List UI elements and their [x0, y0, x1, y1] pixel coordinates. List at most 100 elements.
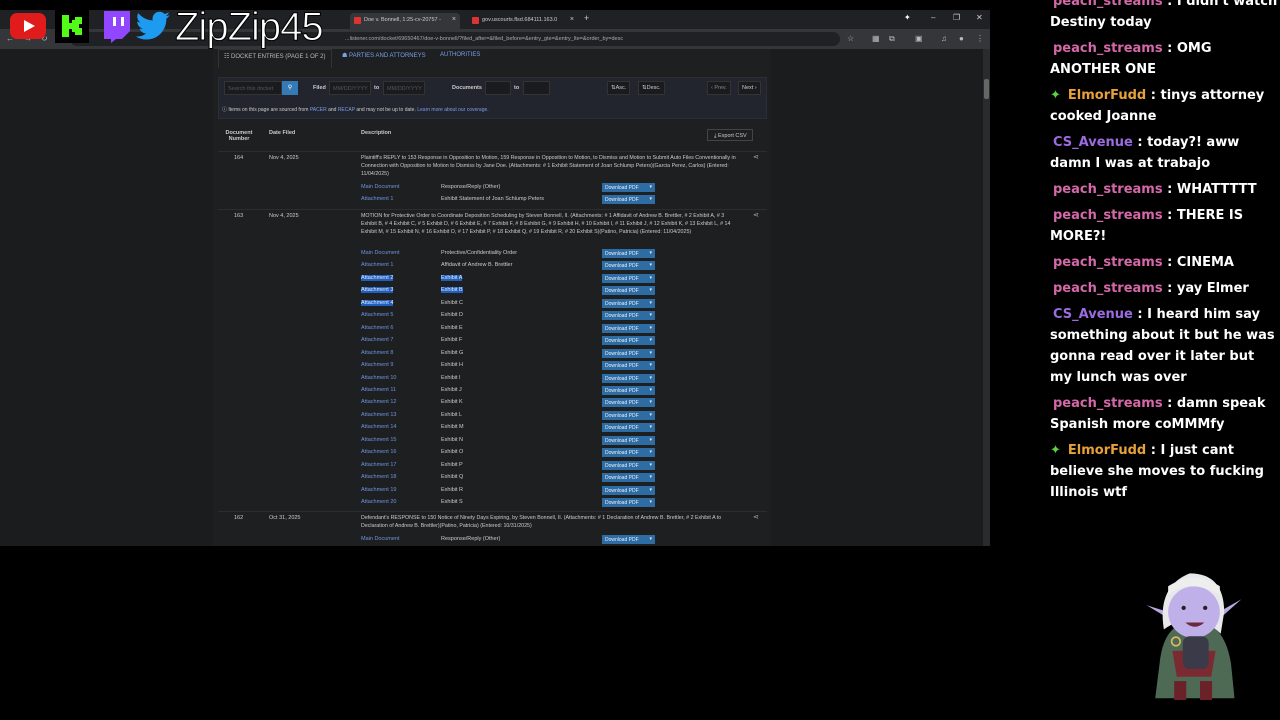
chat-username[interactable]: peach_streams: [1053, 0, 1163, 9]
download-pdf-button[interactable]: Download PDF ▾: [602, 261, 655, 271]
document-link[interactable]: Attachment 8: [361, 350, 393, 356]
reading-list-icon[interactable]: ▣: [915, 34, 923, 43]
back-icon[interactable]: ←: [6, 34, 14, 43]
caret-down-icon[interactable]: ▾: [649, 250, 652, 256]
document-link[interactable]: Attachment 4: [361, 299, 394, 306]
download-pdf-button[interactable]: Download PDF ▾: [602, 385, 655, 395]
caret-down-icon[interactable]: ▾: [649, 399, 652, 406]
filed-from-input[interactable]: MM/DD/YYYY: [329, 81, 371, 95]
restore-button[interactable]: ❐: [953, 13, 961, 22]
tab-authorities[interactable]: AUTHORITIES: [440, 52, 481, 58]
document-link[interactable]: Attachment 7: [361, 337, 393, 343]
extension-icon[interactable]: ▦: [872, 34, 880, 43]
document-link[interactable]: Main Document: [361, 184, 400, 190]
close-tab-icon[interactable]: ×: [451, 16, 456, 23]
puzzle-icon[interactable]: ⧉: [889, 34, 895, 43]
caret-down-icon[interactable]: ▾: [649, 324, 652, 331]
share-icon[interactable]: ⋖: [753, 212, 759, 219]
minimize-button[interactable]: –: [931, 13, 936, 22]
download-pdf-button[interactable]: Download PDF ▾: [602, 183, 655, 192]
caret-down-icon[interactable]: ▾: [649, 374, 652, 381]
download-pdf-button[interactable]: Download PDF ▾: [602, 498, 655, 507]
prev-page-button[interactable]: ‹ Prev.: [707, 81, 731, 95]
download-pdf-button[interactable]: Download PDF ▾: [602, 286, 655, 296]
download-pdf-button[interactable]: Download PDF ▾: [602, 473, 655, 483]
next-page-button[interactable]: Next ›: [738, 81, 761, 95]
chat-username[interactable]: peach_streams: [1053, 208, 1163, 223]
caret-down-icon[interactable]: ▾: [649, 461, 652, 468]
scrollbar-thumb[interactable]: [984, 79, 989, 99]
chat-username[interactable]: peach_streams: [1053, 255, 1163, 270]
coverage-link[interactable]: Learn more about our coverage.: [417, 107, 489, 113]
download-pdf-button[interactable]: Download PDF ▾: [602, 535, 655, 544]
document-link[interactable]: Attachment 16: [361, 449, 396, 455]
document-link[interactable]: Attachment 3: [361, 287, 394, 294]
recap-link[interactable]: RECAP: [337, 107, 355, 113]
reload-icon[interactable]: ↻: [41, 34, 48, 43]
download-pdf-button[interactable]: Download PDF ▾: [602, 361, 655, 371]
download-pdf-button[interactable]: Download PDF ▾: [602, 398, 655, 408]
download-pdf-button[interactable]: Download PDF ▾: [602, 448, 655, 458]
tab-docket-entries[interactable]: ☷ DOCKET ENTRIES (PAGE 1 OF 2): [218, 49, 332, 68]
caret-down-icon[interactable]: ▾: [649, 312, 652, 319]
document-link[interactable]: Attachment 2: [361, 274, 394, 281]
document-link[interactable]: Attachment 5: [361, 312, 393, 318]
download-pdf-button[interactable]: Download PDF ▾: [602, 373, 655, 383]
caret-down-icon[interactable]: ▾: [649, 424, 652, 431]
document-link[interactable]: Attachment 14: [361, 424, 396, 430]
caret-down-icon[interactable]: ▾: [649, 386, 652, 393]
caret-down-icon[interactable]: ▾: [649, 274, 652, 281]
document-link[interactable]: Attachment 1: [361, 196, 393, 202]
pacer-link[interactable]: PACER: [309, 107, 327, 113]
download-pdf-button[interactable]: Download PDF ▾: [602, 249, 655, 258]
document-link[interactable]: Attachment 20: [361, 499, 396, 505]
sort-desc-button[interactable]: ⇅Desc.: [638, 81, 665, 95]
caret-down-icon[interactable]: ▾: [649, 287, 652, 294]
download-pdf-button[interactable]: Download PDF ▾: [602, 423, 655, 433]
caret-down-icon[interactable]: ▾: [649, 449, 652, 456]
caret-down-icon[interactable]: ▾: [649, 196, 652, 203]
download-pdf-button[interactable]: Download PDF ▾: [602, 311, 655, 321]
caret-down-icon[interactable]: ▾: [649, 262, 652, 269]
download-pdf-button[interactable]: Download PDF ▾: [602, 348, 655, 358]
caret-down-icon[interactable]: ▾: [649, 499, 652, 505]
close-window-button[interactable]: ✕: [976, 13, 983, 22]
chat-username[interactable]: peach_streams: [1053, 396, 1163, 411]
filed-to-input[interactable]: MM/DD/YYYY: [383, 81, 425, 95]
download-pdf-button[interactable]: Download PDF ▾: [602, 410, 655, 420]
caret-down-icon[interactable]: ▾: [649, 474, 652, 481]
download-pdf-button[interactable]: Download PDF ▾: [602, 298, 655, 308]
chat-username[interactable]: CS_Avenue: [1053, 307, 1133, 322]
download-pdf-button[interactable]: Download PDF ▾: [602, 323, 655, 333]
document-link[interactable]: Attachment 13: [361, 412, 396, 418]
download-pdf-button[interactable]: Download PDF ▾: [602, 195, 655, 205]
bookmark-star-icon[interactable]: ☆: [847, 34, 855, 43]
caret-down-icon[interactable]: ▾: [649, 536, 652, 542]
caret-down-icon[interactable]: ▾: [649, 436, 652, 443]
document-link[interactable]: Attachment 11: [361, 387, 396, 393]
documents-to-input[interactable]: [523, 81, 550, 95]
sort-asc-button[interactable]: ⇅Asc.: [607, 81, 631, 95]
share-icon[interactable]: ⋖: [753, 154, 759, 161]
chat-username[interactable]: CS_Avenue: [1053, 135, 1133, 150]
download-pdf-button[interactable]: Download PDF ▾: [602, 336, 655, 346]
menu-icon[interactable]: ⋮: [976, 34, 984, 43]
download-pdf-button[interactable]: Download PDF ▾: [602, 460, 655, 470]
document-link[interactable]: Attachment 19: [361, 487, 396, 493]
tab-pdf[interactable]: gov.uscourts.flsd.684111.163.0 ×: [468, 13, 578, 29]
chat-username[interactable]: ElmorFudd: [1067, 443, 1147, 458]
gemini-icon[interactable]: ✦: [904, 13, 911, 22]
caret-down-icon[interactable]: ▾: [649, 411, 652, 418]
share-icon[interactable]: ⋖: [753, 514, 759, 521]
document-link[interactable]: Attachment 1: [361, 262, 393, 268]
document-link[interactable]: Attachment 18: [361, 474, 396, 480]
caret-down-icon[interactable]: ▾: [649, 362, 652, 369]
download-pdf-button[interactable]: Download PDF ▾: [602, 273, 655, 283]
caret-down-icon[interactable]: ▾: [649, 349, 652, 356]
document-link[interactable]: Attachment 10: [361, 375, 396, 381]
scrollbar[interactable]: [983, 49, 990, 546]
close-tab-icon[interactable]: ×: [569, 16, 574, 23]
new-tab-button[interactable]: +: [584, 13, 590, 23]
documents-from-input[interactable]: [485, 81, 511, 95]
chat-username[interactable]: peach_streams: [1053, 182, 1163, 197]
